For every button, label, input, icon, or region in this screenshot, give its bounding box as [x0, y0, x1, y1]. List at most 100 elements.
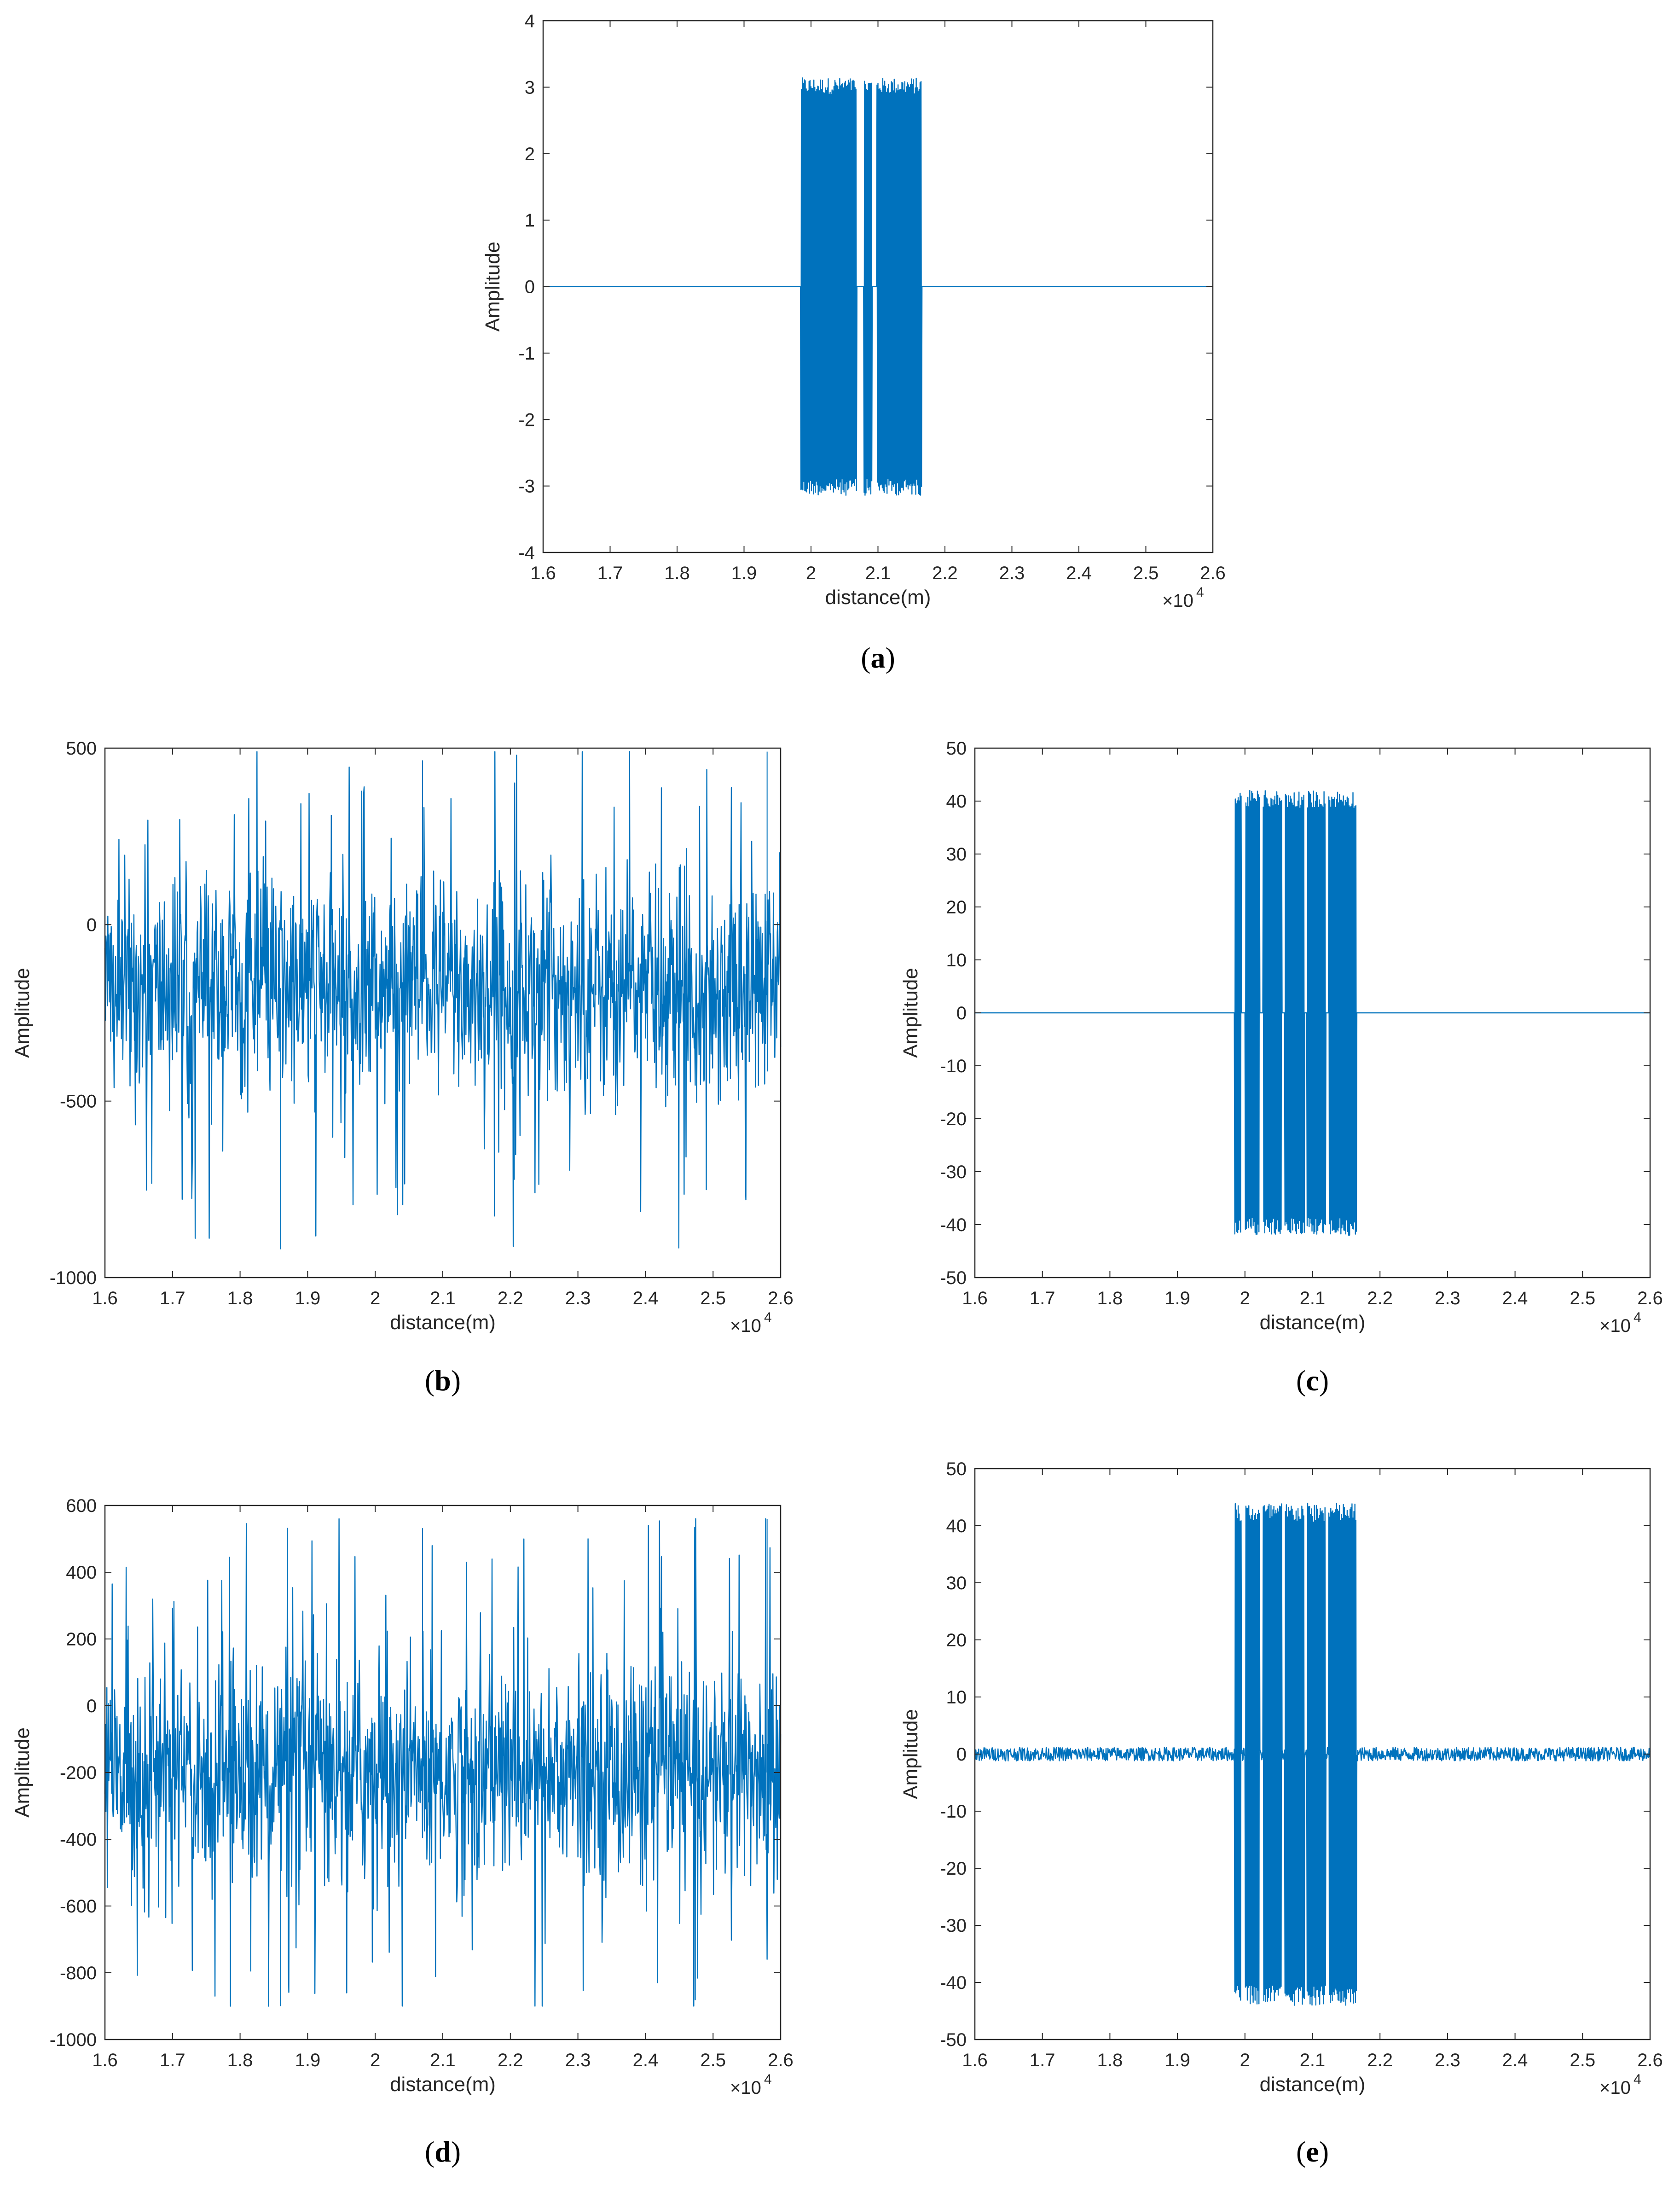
x-tick-label: 1.7 — [1030, 1288, 1055, 1308]
x-axis-label: distance(m) — [825, 586, 931, 609]
x-tick-label: 2.3 — [1435, 1288, 1460, 1308]
y-tick-label: -40 — [940, 1215, 967, 1235]
y-tick-label: 10 — [946, 950, 967, 970]
x-exponent-power: 4 — [1634, 2072, 1641, 2087]
y-tick-label: -1 — [518, 343, 535, 364]
y-tick-label: -4 — [518, 543, 535, 563]
x-exponent-power: 4 — [764, 1310, 772, 1325]
x-tick-label: 1.9 — [1164, 1288, 1190, 1308]
x-tick-label: 1.7 — [597, 563, 623, 583]
x-tick-label: 1.9 — [295, 1288, 321, 1308]
x-tick-label: 2.4 — [633, 1288, 659, 1308]
x-tick-label: 2.1 — [1300, 2050, 1326, 2070]
x-tick-label: 2.4 — [1502, 2050, 1528, 2070]
y-tick-label: 500 — [66, 738, 97, 759]
x-tick-label: 2.4 — [1066, 563, 1092, 583]
x-tick-label: 2 — [806, 563, 816, 583]
x-axis-label: distance(m) — [390, 2073, 496, 2096]
x-axis-label: distance(m) — [1260, 2073, 1366, 2096]
x-tick-label: 2 — [370, 2050, 380, 2070]
chart-panel-c: 1.6 1.7 1.8 1.9 2 2.1 2.2 2.3 2.4 2.5 2.6 -50 -40 -30… — [899, 738, 1663, 1397]
x-tick-label: 2 — [1240, 2050, 1250, 2070]
x-tick-label: 1.8 — [1097, 1288, 1123, 1308]
y-tick-label: -800 — [60, 1963, 97, 1983]
x-tick-label: 2.2 — [498, 1288, 523, 1308]
x-tick-label: 2.4 — [633, 2050, 659, 2070]
x-tick-label: 2.3 — [565, 1288, 591, 1308]
x-exponent-power: 4 — [764, 2072, 772, 2087]
x-tick-label: 1.8 — [664, 563, 690, 583]
panel-caption: (b) — [425, 1364, 461, 1397]
x-tick-label: 2 — [1240, 1288, 1250, 1308]
y-tick-label: -600 — [60, 1896, 97, 1917]
y-tick-label: 10 — [946, 1687, 967, 1708]
y-tick-label: 20 — [946, 897, 967, 918]
y-tick-label: -200 — [60, 1763, 97, 1783]
y-tick-label: 3 — [525, 77, 535, 98]
x-tick-label: 2.6 — [1200, 563, 1226, 583]
x-tick-label: 2.2 — [932, 563, 958, 583]
y-axis-label: Amplitude — [11, 968, 34, 1058]
x-tick-label: 2.3 — [999, 563, 1025, 583]
y-tick-label: -50 — [940, 1268, 967, 1288]
x-tick-label: 2.6 — [1637, 2050, 1663, 2070]
x-tick-label: 1.6 — [962, 1288, 988, 1308]
x-tick-label: 2.5 — [700, 2050, 726, 2070]
x-tick-label: 2.4 — [1502, 1288, 1528, 1308]
x-tick-label: 2.5 — [700, 1288, 726, 1308]
series-line-a — [543, 77, 1213, 496]
x-tick-label: 2.2 — [1367, 1288, 1393, 1308]
y-tick-label: 600 — [66, 1496, 97, 1516]
x-tick-label: 1.6 — [92, 1288, 118, 1308]
x-tick-label: 2.3 — [565, 2050, 591, 2070]
x-exponent-label: ×10 — [1599, 1316, 1631, 1336]
panel-caption: (e) — [1296, 2135, 1329, 2168]
x-tick-label: 2.6 — [768, 2050, 794, 2070]
x-tick-label: 2.5 — [1133, 563, 1159, 583]
y-tick-label: -50 — [940, 2030, 967, 2050]
x-exponent-power: 4 — [1634, 1310, 1641, 1325]
y-axis-label: Amplitude — [899, 1709, 922, 1799]
series-line-e — [974, 1503, 1651, 2006]
series-line-d — [104, 1518, 782, 2007]
x-tick-label: 1.9 — [731, 563, 757, 583]
y-tick-label: 0 — [956, 1003, 967, 1023]
x-tick-label: 1.9 — [1164, 2050, 1190, 2070]
y-tick-label: 50 — [946, 1459, 967, 1479]
chart-panel-e: 1.6 1.7 1.8 1.9 2 2.1 2.2 2.3 2.4 2.5 2.6 -50 -40 -30… — [899, 1459, 1663, 2168]
x-tick-label: 1.7 — [1030, 2050, 1055, 2070]
y-tick-label: 50 — [946, 738, 967, 759]
x-tick-label: 1.6 — [962, 2050, 988, 2070]
x-axis-label: distance(m) — [1260, 1311, 1366, 1334]
y-tick-label: 40 — [946, 791, 967, 812]
x-exponent-label: ×10 — [730, 2078, 761, 2098]
x-tick-label: 2.1 — [430, 2050, 456, 2070]
y-tick-label: -1000 — [50, 2030, 97, 2050]
y-tick-label: 2 — [525, 144, 535, 164]
x-axis-label: distance(m) — [390, 1311, 496, 1334]
y-tick-label: 400 — [66, 1563, 97, 1583]
x-tick-label: 1.7 — [160, 2050, 185, 2070]
x-tick-label: 2 — [370, 1288, 380, 1308]
y-tick-label: -30 — [940, 1916, 967, 1936]
x-tick-label: 2.5 — [1570, 1288, 1595, 1308]
y-axis-label: Amplitude — [481, 242, 504, 332]
y-tick-label: -10 — [940, 1056, 967, 1076]
x-tick-label: 1.6 — [92, 2050, 118, 2070]
x-tick-label: 1.8 — [1097, 2050, 1123, 2070]
y-tick-label: -40 — [940, 1973, 967, 1993]
y-axis-label: Amplitude — [899, 968, 922, 1058]
y-tick-label: 20 — [946, 1630, 967, 1650]
x-exponent-label: ×10 — [730, 1316, 761, 1336]
y-tick-label: 200 — [66, 1629, 97, 1650]
x-tick-label: 2.6 — [768, 1288, 794, 1308]
y-tick-label: 0 — [956, 1744, 967, 1765]
y-tick-label: 0 — [525, 277, 535, 297]
x-tick-label: 2.1 — [430, 1288, 456, 1308]
x-tick-label: 2.6 — [1637, 1288, 1663, 1308]
x-exponent-power: 4 — [1196, 585, 1204, 600]
x-exponent-label: ×10 — [1599, 2078, 1631, 2098]
y-tick-label: 40 — [946, 1516, 967, 1536]
x-tick-label: 2.2 — [1367, 2050, 1393, 2070]
